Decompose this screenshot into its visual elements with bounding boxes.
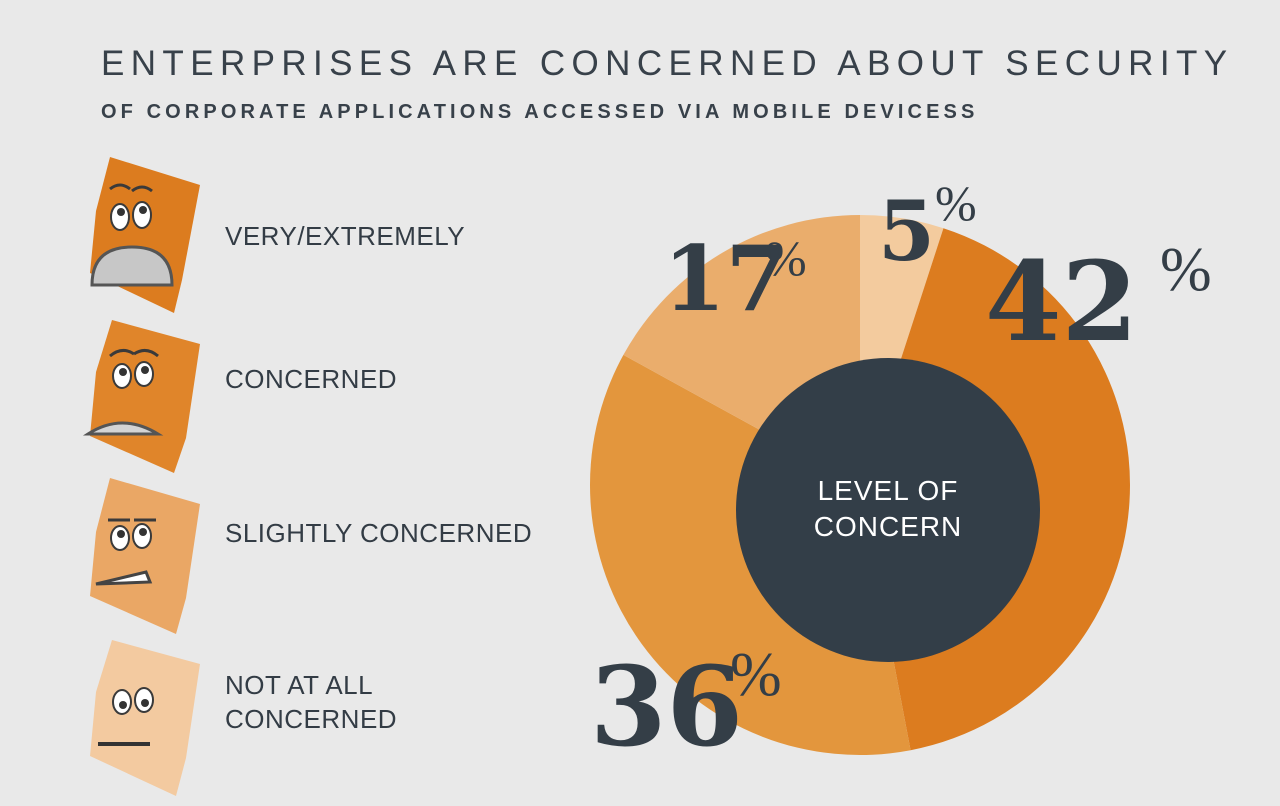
very-worried-face-icon bbox=[90, 157, 200, 313]
pie-center-label: LEVEL OF bbox=[818, 475, 959, 506]
legend-label: NOT AT ALL CONCERNED bbox=[225, 670, 398, 734]
legend-item-slightly-concerned: SLIGHTLY CONCERNED bbox=[82, 478, 602, 638]
unconcerned-face-icon bbox=[90, 640, 200, 796]
pie-chart: LEVEL OF CONCERN 42% 36% 17% 5% bbox=[560, 140, 1280, 806]
chart-title: ENTERPRISES ARE CONCERNED ABOUT SECURITY bbox=[101, 44, 1234, 83]
pie-center-label: CONCERN bbox=[814, 511, 963, 542]
data-label-value: 5 bbox=[878, 184, 935, 280]
data-label-percent: % bbox=[765, 230, 807, 286]
legend-label: CONCERNED bbox=[225, 364, 398, 394]
legend-label: VERY/EXTREMELY bbox=[225, 221, 466, 251]
legend-label: SLIGHTLY CONCERNED bbox=[225, 518, 533, 548]
data-label-value: 42 bbox=[985, 237, 1138, 366]
slightly-concerned-face-icon bbox=[90, 478, 200, 634]
data-label-percent: % bbox=[1160, 236, 1212, 304]
data-label-value: 17 bbox=[663, 226, 788, 332]
legend-item-not-at-all-concerned: NOT AT ALL CONCERNED bbox=[82, 638, 602, 798]
legend-item-very-extremely: VERY/EXTREMELY bbox=[82, 155, 602, 315]
data-label-percent: % bbox=[730, 641, 782, 709]
data-label-value: 36 bbox=[590, 642, 743, 771]
legend-item-concerned: CONCERNED bbox=[82, 318, 602, 478]
data-label-percent: % bbox=[935, 175, 977, 231]
concerned-face-icon bbox=[82, 320, 200, 473]
chart-subtitle: OF CORPORATE APPLICATIONS ACCESSED VIA M… bbox=[101, 101, 979, 123]
pie-center-circle bbox=[736, 358, 1040, 662]
